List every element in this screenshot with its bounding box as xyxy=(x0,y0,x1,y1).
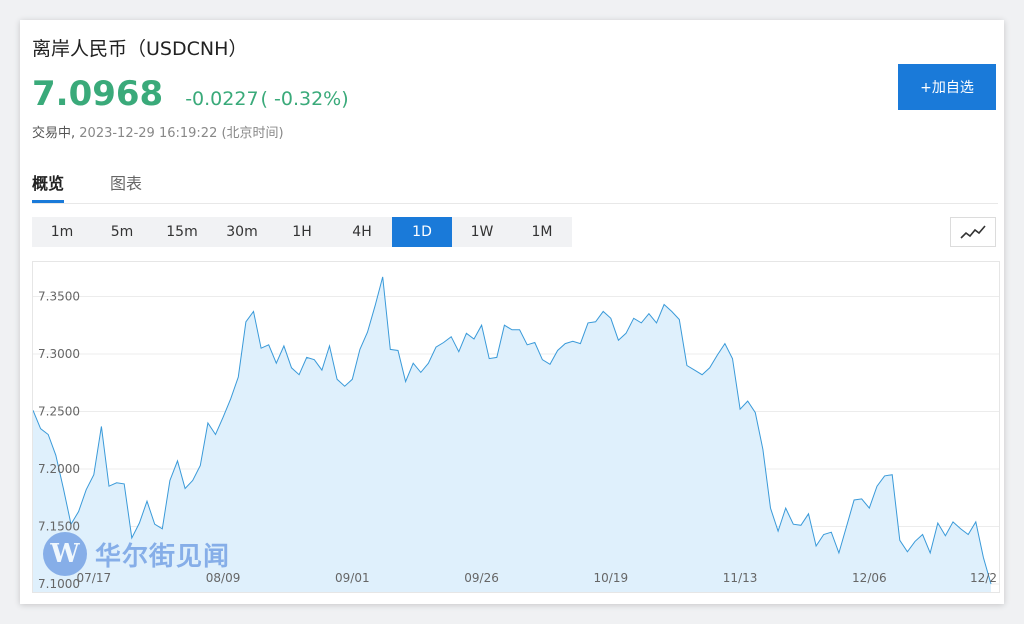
period-30m[interactable]: 30m xyxy=(226,224,258,240)
last-price: 7.0968 xyxy=(32,74,164,114)
timestamp: 2023-12-29 16:19:22 (北京时间) xyxy=(79,126,284,141)
y-tick-label: 7.2500 xyxy=(38,404,80,418)
period-1w[interactable]: 1W xyxy=(470,224,494,240)
add-watchlist-button[interactable]: +加自选 xyxy=(898,64,996,110)
price-area xyxy=(33,276,992,592)
tab-chart[interactable]: 图表 xyxy=(110,174,143,193)
y-tick-label: 7.3000 xyxy=(38,347,80,361)
series-line xyxy=(33,276,992,585)
x-tick-label: 09/01 xyxy=(335,571,370,585)
price-change: -0.0227 ( -0.32%) xyxy=(185,88,348,110)
status-text: 交易中, xyxy=(32,126,76,141)
period-15m[interactable]: 15m xyxy=(166,224,198,240)
change-value: -0.0227 xyxy=(185,88,259,110)
change-percent: ( -0.32%) xyxy=(260,88,349,110)
period-1m[interactable]: 1m xyxy=(50,224,74,240)
y-tick-label: 7.1000 xyxy=(38,577,80,591)
chart-type-button[interactable] xyxy=(950,217,996,247)
trading-status: 交易中, 2023-12-29 16:19:22 (北京时间) xyxy=(32,122,284,141)
line-chart-icon xyxy=(960,225,986,239)
page-title: 离岸人民币（USDCNH） xyxy=(32,38,248,60)
x-tick-label: 07/17 xyxy=(77,571,112,585)
quote-card: 离岸人民币（USDCNH） 7.0968 -0.0227 ( -0.32%) 交… xyxy=(20,20,1004,604)
chart-svg: 7.1000 7.1500 7.2000 7.2500 7.3000 7.3500 07/… xyxy=(33,276,999,592)
period-1d[interactable]: 1D xyxy=(392,217,452,247)
x-tick-label: 11/13 xyxy=(723,571,758,585)
price-chart[interactable]: 7.1000 7.1500 7.2000 7.2500 7.3000 7.3500 07/… xyxy=(32,261,1000,593)
y-axis-labels: 7.1000 7.1500 7.2000 7.2500 7.3000 7.3500 xyxy=(38,289,80,590)
price-row: 7.0968 -0.0227 ( -0.32%) xyxy=(32,74,349,114)
x-tick-label: 08/09 xyxy=(206,571,241,585)
period-selector: 1m 5m 15m 30m 1H 4H 1D 1W 1M xyxy=(32,217,572,247)
period-1h[interactable]: 1H xyxy=(292,224,312,240)
tab-bar: 概览 图表 xyxy=(32,170,998,204)
x-tick-label: 12/06 xyxy=(852,571,887,585)
x-tick-label: 09/26 xyxy=(464,571,499,585)
period-1mo[interactable]: 1M xyxy=(531,224,553,240)
y-tick-label: 7.2000 xyxy=(38,462,80,476)
x-tick-label: 12/2 xyxy=(970,571,997,585)
x-tick-label: 10/19 xyxy=(594,571,629,585)
y-tick-label: 7.3500 xyxy=(38,289,80,303)
tab-overview[interactable]: 概览 xyxy=(32,170,65,203)
period-5m[interactable]: 5m xyxy=(110,224,134,240)
period-4h[interactable]: 4H xyxy=(352,224,372,240)
area-fill xyxy=(33,276,991,592)
y-tick-label: 7.1500 xyxy=(38,519,80,533)
